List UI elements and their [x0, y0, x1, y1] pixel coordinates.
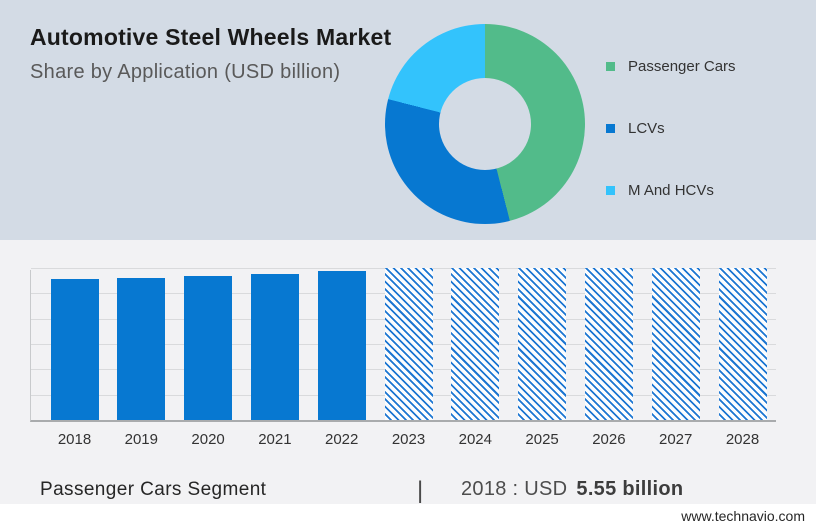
- x-axis-label: 2027: [659, 431, 693, 448]
- bar: [250, 273, 299, 420]
- website-bar: www.technavio.com: [0, 504, 816, 528]
- bar: [50, 279, 99, 420]
- legend-swatch-icon: [606, 185, 615, 195]
- donut-chart: [385, 24, 585, 224]
- title-block: Automotive Steel Wheels Market Share by …: [30, 24, 391, 84]
- x-axis-label: 2018: [57, 431, 92, 448]
- legend-item: M And HCVs: [606, 181, 736, 199]
- x-axis-label: 2026: [592, 431, 626, 448]
- legend-swatch-icon: [606, 123, 615, 133]
- x-axis-label: 2022: [325, 431, 359, 448]
- legend-item: Passenger Cars: [606, 57, 736, 75]
- bar: [117, 277, 166, 420]
- x-axis-label: 2019: [124, 431, 158, 448]
- x-axis-label: 2025: [525, 431, 559, 448]
- footer: Passenger Cars Segment | 2018 : USD 5.55 …: [0, 477, 816, 505]
- legend-swatch-icon: [606, 61, 615, 71]
- footer-separator: |: [417, 477, 424, 504]
- bar: [184, 276, 233, 420]
- bar-chart-area: 2018 2019 2020 2021 2022 2023 2024 2025 2026 2027…: [30, 268, 776, 448]
- donut-hole: [439, 78, 531, 170]
- forecast-bar: [584, 268, 633, 420]
- x-axis-label: 2024: [458, 431, 492, 448]
- bar: [317, 270, 366, 420]
- legend-label: LCVs: [628, 119, 665, 137]
- page-title: Automotive Steel Wheels Market: [30, 24, 392, 50]
- forecast-bar: [384, 268, 433, 420]
- x-axis-label: 2028: [725, 431, 760, 448]
- x-axis-label: 2023: [391, 431, 426, 448]
- x-axis-label: 2020: [191, 431, 225, 448]
- stat-value: 5.55 billion: [576, 478, 684, 500]
- forecast-bar: [651, 268, 700, 420]
- forecast-bar: [718, 268, 767, 420]
- header-panel: Automotive Steel Wheels Market Share by …: [0, 0, 816, 240]
- x-axis-label: 2021: [258, 431, 292, 448]
- chart-panel: 2018 2019 2020 2021 2022 2023 2024 2025 2026 2027…: [0, 240, 816, 504]
- donut-legend: Passenger Cars LCVs M And HCVs: [606, 57, 736, 199]
- stat-text: 2018 : USD 5.55 billion: [461, 478, 683, 501]
- page-subtitle: Share by Application (USD billion): [30, 61, 341, 83]
- website-url: www.technavio.com: [681, 508, 805, 524]
- legend-item: LCVs: [606, 119, 736, 137]
- legend-label: Passenger Cars: [628, 57, 736, 75]
- forecast-bar: [518, 268, 567, 420]
- forecast-bar: [451, 268, 500, 420]
- segment-label: Passenger Cars Segment: [40, 479, 267, 500]
- legend-label: M And HCVs: [628, 181, 714, 199]
- stat-prefix: 2018 : USD: [461, 478, 568, 500]
